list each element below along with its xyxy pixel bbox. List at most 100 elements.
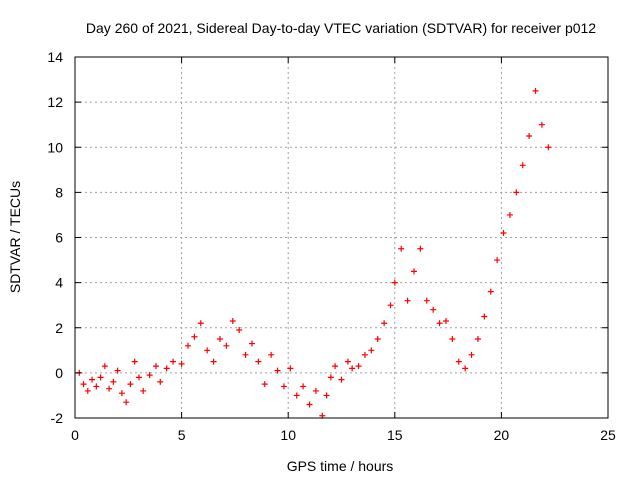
data-point bbox=[127, 381, 134, 388]
y-tick-label: -2 bbox=[51, 410, 64, 426]
data-point bbox=[545, 144, 552, 151]
data-point bbox=[323, 392, 330, 399]
y-tick-label: 12 bbox=[47, 94, 63, 110]
data-point bbox=[338, 376, 345, 383]
x-tick-label: 20 bbox=[494, 427, 510, 443]
y-tick-label: 8 bbox=[55, 184, 63, 200]
data-point bbox=[248, 340, 255, 347]
x-tick-label: 10 bbox=[280, 427, 296, 443]
chart-title: Day 260 of 2021, Sidereal Day-to-day VTE… bbox=[86, 20, 596, 36]
data-point bbox=[280, 383, 287, 390]
data-point bbox=[216, 336, 223, 343]
data-point bbox=[398, 245, 405, 252]
data-points bbox=[76, 87, 552, 419]
data-point bbox=[387, 302, 394, 309]
data-point bbox=[500, 229, 507, 236]
data-point bbox=[210, 358, 217, 365]
data-point bbox=[118, 390, 125, 397]
data-point bbox=[349, 365, 356, 372]
data-point bbox=[140, 387, 147, 394]
data-point bbox=[157, 378, 164, 385]
data-point bbox=[106, 385, 113, 392]
data-point bbox=[101, 363, 108, 370]
x-tick-label: 5 bbox=[178, 427, 186, 443]
data-point bbox=[170, 358, 177, 365]
data-point bbox=[381, 320, 388, 327]
data-point bbox=[184, 342, 191, 349]
data-point bbox=[84, 387, 91, 394]
data-point bbox=[442, 317, 449, 324]
data-point bbox=[430, 306, 437, 313]
data-point bbox=[80, 381, 87, 388]
data-point bbox=[462, 365, 469, 372]
y-tick-label: 0 bbox=[55, 365, 63, 381]
x-tick-label: 15 bbox=[387, 427, 403, 443]
y-tick-label: 10 bbox=[47, 139, 63, 155]
data-point bbox=[300, 383, 307, 390]
x-tick-label: 25 bbox=[600, 427, 616, 443]
data-point bbox=[327, 374, 334, 381]
data-point bbox=[474, 336, 481, 343]
data-point bbox=[312, 387, 319, 394]
data-point bbox=[423, 297, 430, 304]
data-point bbox=[374, 336, 381, 343]
data-point bbox=[197, 320, 204, 327]
data-point bbox=[436, 320, 443, 327]
data-point bbox=[532, 87, 539, 94]
data-point bbox=[236, 327, 243, 334]
data-point bbox=[368, 347, 375, 354]
data-point bbox=[513, 189, 520, 196]
x-tick-label: 0 bbox=[71, 427, 79, 443]
data-point bbox=[306, 401, 313, 408]
data-point bbox=[361, 351, 368, 358]
y-axis-label: SDTVAR / TECUs bbox=[7, 181, 23, 293]
data-point bbox=[519, 162, 526, 169]
data-point bbox=[455, 358, 462, 365]
data-point bbox=[287, 365, 294, 372]
data-point bbox=[332, 363, 339, 370]
data-point bbox=[223, 342, 230, 349]
data-point bbox=[110, 378, 117, 385]
data-point bbox=[242, 351, 249, 358]
data-point bbox=[153, 363, 160, 370]
data-point bbox=[526, 132, 533, 139]
data-point bbox=[410, 268, 417, 275]
data-point bbox=[146, 372, 153, 379]
data-point bbox=[274, 367, 281, 374]
data-point bbox=[97, 374, 104, 381]
axis-ticks: 0 5 10 15 20 25 -2 0 2 4 6 8 10 12 14 bbox=[47, 49, 616, 443]
y-tick-label: 2 bbox=[55, 320, 63, 336]
data-point bbox=[261, 381, 268, 388]
data-point bbox=[135, 374, 142, 381]
data-point bbox=[391, 279, 398, 286]
data-point bbox=[123, 399, 130, 406]
x-axis-label: GPS time / hours bbox=[287, 458, 394, 474]
data-point bbox=[191, 333, 198, 340]
data-point bbox=[114, 367, 121, 374]
data-point bbox=[293, 392, 300, 399]
data-point bbox=[417, 245, 424, 252]
data-point bbox=[494, 257, 501, 264]
data-point bbox=[163, 365, 170, 372]
data-point bbox=[255, 358, 262, 365]
data-point bbox=[481, 313, 488, 320]
data-point bbox=[487, 288, 494, 295]
grid-lines bbox=[75, 57, 608, 418]
data-point bbox=[344, 358, 351, 365]
data-point bbox=[229, 317, 236, 324]
data-point bbox=[355, 363, 362, 370]
data-point bbox=[89, 376, 96, 383]
data-point bbox=[131, 358, 138, 365]
data-point bbox=[449, 336, 456, 343]
y-tick-label: 6 bbox=[55, 230, 63, 246]
y-tick-label: 14 bbox=[47, 49, 63, 65]
y-tick-label: 4 bbox=[55, 275, 63, 291]
data-point bbox=[506, 211, 513, 218]
data-point bbox=[204, 347, 211, 354]
data-point bbox=[538, 121, 545, 128]
data-point bbox=[268, 351, 275, 358]
data-point bbox=[93, 383, 100, 390]
data-point bbox=[404, 297, 411, 304]
